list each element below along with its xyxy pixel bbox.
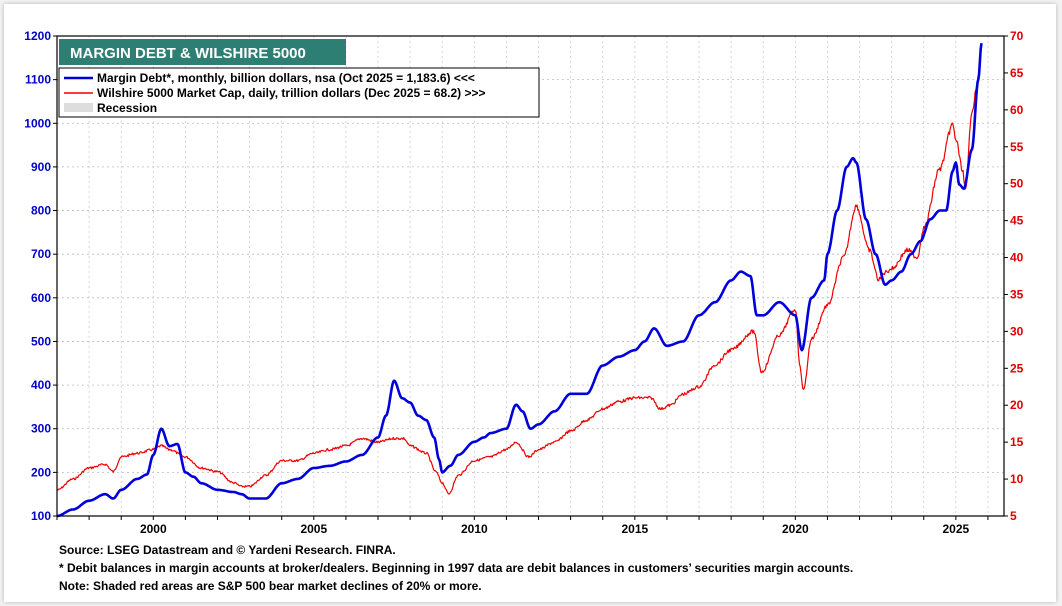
legend-label-recession: Recession (97, 101, 157, 115)
right-tick-label: 30 (1010, 324, 1024, 338)
left-tick-label: 600 (31, 291, 51, 305)
right-tick-label: 10 (1010, 472, 1024, 486)
right-tick-label: 20 (1010, 398, 1024, 412)
left-tick-label: 700 (31, 247, 51, 261)
right-tick-label: 65 (1010, 66, 1024, 80)
left-tick-label: 100 (31, 509, 51, 523)
right-tick-label: 15 (1010, 435, 1024, 449)
series-line-wilshire (56, 49, 983, 495)
note-source: Source: LSEG Datastream and © Yardeni Re… (59, 543, 396, 557)
legend-label-wilshire: Wilshire 5000 Market Cap, daily, trillio… (97, 86, 486, 100)
legend-label-margin-debt: Margin Debt*, monthly, billion dollars, … (97, 71, 475, 85)
right-tick-label: 25 (1010, 361, 1024, 375)
left-tick-label: 900 (31, 160, 51, 174)
x-tick-label: 2020 (782, 522, 809, 536)
chart-svg: 100 200 300 400 500 600 700 800 900 1000 1100 1200 5… (24, 29, 1023, 593)
chart-title: MARGIN DEBT & WILSHIRE 5000 (70, 45, 306, 62)
right-tick-label: 55 (1010, 140, 1024, 154)
legend-box (58, 67, 540, 118)
x-tick-label: 2000 (140, 522, 167, 536)
left-tick-label: 1000 (24, 116, 51, 130)
x-tick-label: 2005 (300, 522, 327, 536)
right-tick-label: 70 (1010, 29, 1024, 43)
note-shaded-areas: Note: Shaded red areas are S&P 500 bear … (59, 579, 482, 593)
left-tick-label: 800 (31, 204, 51, 218)
plot-border (56, 35, 1005, 517)
left-tick-label: 1200 (24, 29, 51, 43)
right-tick-label: 40 (1010, 251, 1024, 265)
left-tick-label: 1100 (25, 73, 51, 87)
right-tick-label: 60 (1010, 103, 1024, 117)
series-layer (56, 43, 983, 518)
tick-layer: 100 200 300 400 500 600 700 800 900 1000 1100 1200 5… (24, 29, 1023, 536)
left-tick-label: 200 (31, 465, 51, 479)
left-tick-label: 300 (31, 422, 51, 436)
right-tick-label: 35 (1010, 287, 1024, 301)
chart-frame: 100 200 300 400 500 600 700 800 900 1000 1100 1200 5… (4, 4, 1056, 602)
note-debit-balances: * Debit balances in margin accounts at b… (59, 561, 853, 575)
series-line-margin-debt (56, 43, 983, 518)
legend-swatch-recession (64, 103, 93, 112)
right-tick-label: 45 (1010, 214, 1024, 228)
x-tick-label: 2015 (621, 522, 648, 536)
chart-title-box (59, 39, 346, 65)
right-tick-label: 5 (1010, 509, 1017, 523)
x-tick-label: 2010 (461, 522, 488, 536)
right-tick-label: 50 (1010, 177, 1024, 191)
left-tick-label: 500 (31, 334, 51, 348)
x-tick-label: 2025 (942, 522, 969, 536)
left-tick-label: 400 (31, 378, 51, 392)
